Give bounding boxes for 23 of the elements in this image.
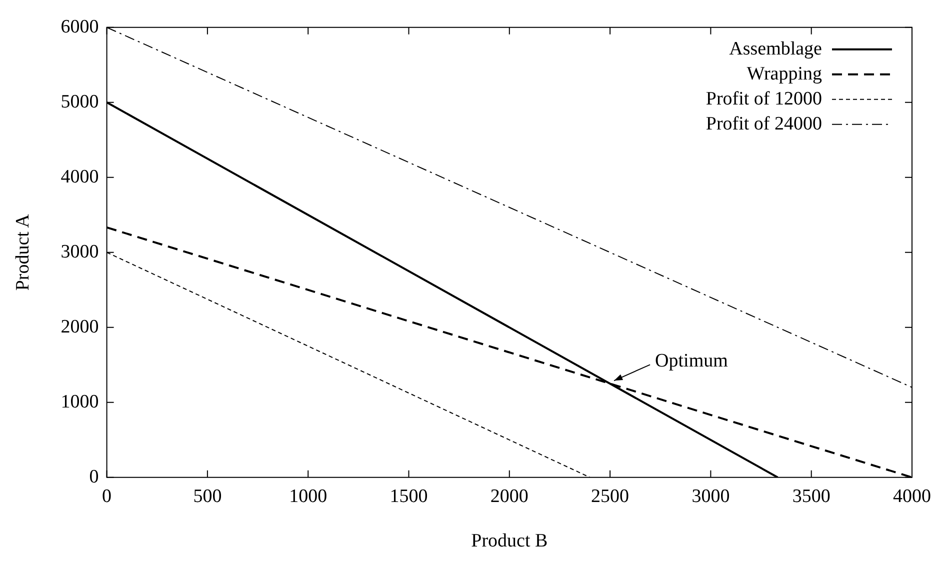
legend-label: Wrapping (746, 63, 822, 84)
x-tick-label: 1500 (390, 486, 428, 507)
x-tick-label: 4000 (893, 486, 931, 507)
x-tick-label: 3000 (692, 486, 730, 507)
y-tick-label: 0 (89, 466, 99, 488)
y-tick-label: 1000 (60, 391, 99, 412)
y-tick-label: 5000 (60, 91, 99, 112)
y-tick-label: 6000 (60, 16, 99, 38)
x-tick-label: 2500 (591, 486, 630, 507)
x-tick-label: 1000 (289, 486, 328, 507)
x-axis-title: Product B (471, 530, 548, 552)
y-tick-label: 4000 (60, 166, 99, 188)
y-tick-label: 2000 (60, 316, 99, 338)
x-tick-label: 3500 (792, 486, 830, 507)
x-tick-label: 0 (102, 486, 112, 507)
annotation: Optimum (655, 350, 728, 372)
x-tick-label: 500 (193, 486, 222, 507)
y-tick-label: 3000 (60, 241, 99, 262)
legend-label: Assemblage (729, 38, 822, 60)
legend-label: Profit of 24000 (706, 113, 822, 134)
y-axis-title: Product A (12, 214, 34, 291)
x-tick-label: 2000 (490, 486, 528, 507)
legend-label: Profit of 12000 (706, 88, 822, 110)
